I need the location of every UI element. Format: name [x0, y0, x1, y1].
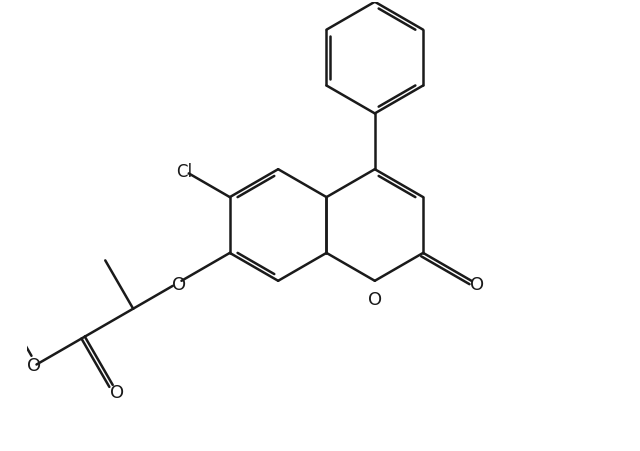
Text: O: O	[27, 356, 41, 374]
Text: Cl: Cl	[176, 162, 192, 180]
Text: O: O	[470, 276, 484, 294]
Text: O: O	[368, 290, 382, 308]
Text: O: O	[110, 383, 124, 401]
Text: O: O	[172, 275, 186, 293]
